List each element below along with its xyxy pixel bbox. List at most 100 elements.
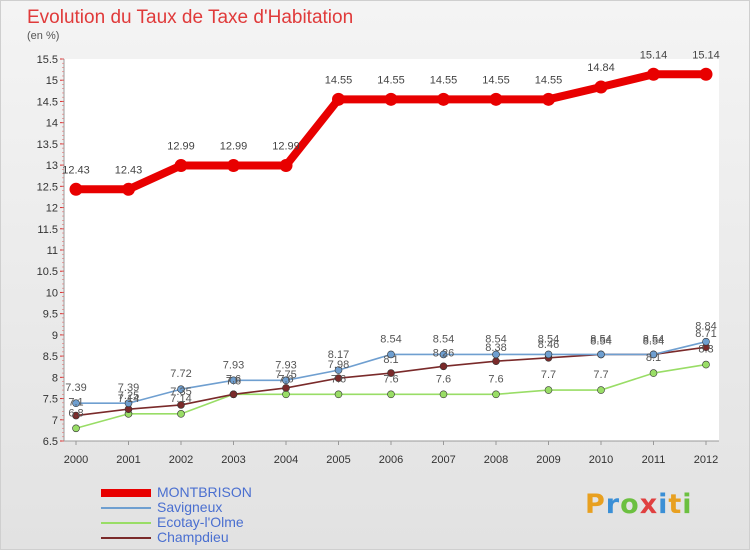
data-point-2 — [702, 360, 710, 369]
data-label-3: 7.35 — [170, 386, 191, 398]
brand-letter: x — [639, 489, 659, 520]
y-tick-label: 9.5 — [43, 309, 58, 321]
legend: MONTBRISON Savigneux Ecotay-l'Olme Champdie… — [101, 484, 361, 545]
data-label-3: 8.1 — [383, 354, 398, 366]
x-tick-label: 2002 — [169, 454, 193, 466]
data-label-1: 8.54 — [590, 333, 611, 345]
legend-swatch — [101, 507, 151, 509]
data-point-2 — [282, 390, 290, 399]
x-tick-label: 2001 — [116, 454, 140, 466]
y-tick-label: 9 — [52, 330, 58, 342]
data-point-0 — [69, 182, 83, 196]
chart-axes: 6.5 7 7.5 8 8.5 9 9.5 10 10.5 11 11.5 12 12.5 13 13.5 1… — [37, 54, 719, 466]
y-tick-label: 12 — [46, 203, 58, 215]
data-label-1: 7.93 — [223, 359, 244, 371]
data-label-3: 8.71 — [695, 328, 716, 340]
data-point-0 — [699, 67, 713, 81]
chart-unit: (en %) — [27, 30, 60, 42]
data-label-1: 7.72 — [170, 368, 191, 380]
data-label-0: 14.55 — [377, 74, 405, 86]
data-point-1 — [334, 366, 343, 374]
x-tick-label: 2007 — [431, 454, 455, 466]
data-point-1 — [282, 376, 290, 385]
data-label-2: 7.6 — [488, 373, 503, 385]
data-point-2 — [439, 390, 448, 399]
data-point-3 — [177, 401, 185, 409]
y-tick-label: 12.5 — [37, 181, 58, 193]
data-point-3 — [492, 357, 500, 366]
data-point-3 — [72, 411, 80, 420]
data-label-2: 7.6 — [226, 373, 241, 385]
data-point-2 — [387, 390, 395, 399]
data-label-1: 8.54 — [485, 333, 506, 345]
data-label-0: 12.99 — [220, 141, 248, 153]
x-tick-label: 2003 — [221, 454, 245, 466]
data-label-0: 14.55 — [535, 74, 563, 86]
data-point-0 — [542, 92, 555, 106]
data-label-2: 7.6 — [278, 373, 293, 385]
data-point-0 — [489, 92, 503, 106]
series-layer — [69, 67, 713, 433]
brand-letter: o — [620, 489, 640, 520]
data-point-2 — [597, 386, 605, 394]
data-label-0: 12.99 — [167, 141, 195, 153]
y-tick-label: 6.5 — [43, 436, 58, 448]
y-tick-label: 13 — [46, 160, 58, 172]
chart-title: Evolution du Taux de Taxe d'Habitation — [27, 7, 354, 28]
x-tick-label: 2004 — [274, 454, 298, 466]
legend-item: Savigneux — [101, 499, 361, 515]
data-label-0: 14.55 — [325, 74, 353, 86]
x-tick-label: 2005 — [326, 454, 350, 466]
data-label-3: 7.1 — [68, 397, 83, 409]
data-label-0: 14.55 — [430, 74, 458, 86]
legend-label: Savigneux — [157, 499, 223, 515]
data-point-0 — [332, 92, 345, 106]
data-label-1: 7.93 — [275, 359, 296, 371]
data-label-3: 8.26 — [433, 347, 454, 359]
legend-label: MONTBRISON — [157, 484, 252, 500]
legend-item: Ecotay-l'Olme — [101, 514, 361, 530]
data-point-2 — [649, 369, 658, 377]
data-label-3: 8.38 — [485, 342, 506, 354]
x-tick-label: 2012 — [694, 454, 718, 466]
y-tick-label: 10.5 — [37, 266, 58, 278]
y-tick-label: 15 — [46, 75, 58, 87]
brand-letter: P — [585, 489, 606, 520]
data-point-1 — [649, 350, 658, 359]
legend-swatch — [101, 522, 151, 524]
data-point-1 — [124, 399, 133, 408]
data-label-0: 15.14 — [640, 49, 668, 61]
data-label-1: 8.17 — [328, 349, 349, 361]
data-label-1: 7.39 — [65, 382, 86, 394]
data-label-3: 8.54 — [590, 335, 611, 347]
y-tick-label: 11.5 — [37, 224, 58, 236]
y-tick-label: 11 — [47, 245, 58, 257]
data-point-2 — [544, 386, 553, 394]
data-point-1 — [702, 337, 710, 346]
data-label-2: 7.6 — [331, 373, 346, 385]
legend-swatch — [101, 489, 151, 497]
data-label-2: 8.3 — [698, 344, 713, 356]
data-label-1: 8.54 — [380, 333, 401, 345]
y-tick-label: 7.5 — [43, 394, 58, 406]
data-label-0: 12.43 — [62, 164, 90, 176]
x-tick-label: 2011 — [642, 454, 666, 466]
data-label-2: 7.14 — [170, 393, 191, 405]
data-label-2: 7.6 — [383, 373, 398, 385]
x-tick-label: 2010 — [589, 454, 613, 466]
y-tick-label: 15.5 — [37, 54, 58, 66]
data-point-0 — [384, 92, 398, 106]
data-label-3: 7.75 — [275, 369, 296, 381]
data-label-3: 8.46 — [538, 339, 559, 351]
data-label-1: 8.84 — [695, 321, 716, 333]
brand-letter: i — [682, 489, 693, 520]
y-tick-label: 13.5 — [37, 139, 58, 151]
data-label-0: 14.84 — [587, 62, 615, 74]
legend-label: Champdieu — [157, 529, 229, 545]
data-label-2: 7.14 — [118, 393, 139, 405]
brand-letter: r — [605, 489, 621, 520]
legend-swatch — [101, 537, 151, 539]
brand-letter: i — [658, 489, 669, 520]
